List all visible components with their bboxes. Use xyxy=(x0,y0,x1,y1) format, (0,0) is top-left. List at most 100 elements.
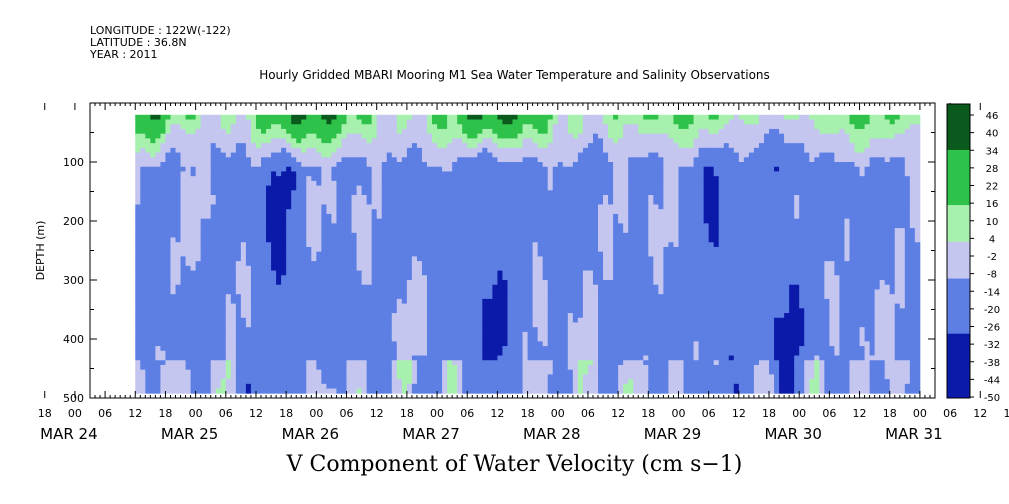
heatmap-cell xyxy=(321,166,327,172)
heatmap-cell xyxy=(351,360,357,366)
heatmap-cell xyxy=(371,185,378,191)
heatmap-cell xyxy=(220,124,227,130)
heatmap-cell xyxy=(502,350,508,356)
heatmap-cell xyxy=(346,190,352,196)
heatmap-cell xyxy=(517,360,523,366)
heatmap-cell xyxy=(346,374,352,380)
heatmap-cell xyxy=(547,242,554,248)
heatmap-cell xyxy=(321,138,327,144)
heatmap-cell xyxy=(432,228,438,234)
heatmap-cell xyxy=(366,232,373,238)
heatmap-cell xyxy=(522,275,528,281)
heatmap-cell xyxy=(276,256,282,262)
heatmap-cell xyxy=(527,242,534,248)
heatmap-cell xyxy=(311,133,317,139)
heatmap-cell xyxy=(351,379,357,385)
heatmap-cell xyxy=(165,195,171,201)
heatmap-cell xyxy=(235,242,242,248)
heatmap-cell xyxy=(301,223,307,229)
heatmap-cell xyxy=(195,176,202,182)
heatmap-cell xyxy=(447,364,453,371)
heatmap-cell xyxy=(542,388,549,394)
heatmap-cell xyxy=(281,195,287,201)
heatmap-cell xyxy=(426,213,433,220)
heatmap-cell xyxy=(366,213,373,220)
heatmap-cell xyxy=(547,265,554,271)
heatmap-cell xyxy=(537,303,544,309)
heatmap-cell xyxy=(245,119,252,125)
heatmap-cell xyxy=(261,270,267,276)
heatmap-cell xyxy=(261,209,267,215)
heatmap-cell xyxy=(371,261,378,267)
heatmap-cell xyxy=(145,369,151,375)
heatmap-cell xyxy=(396,114,403,120)
heatmap-cell xyxy=(447,152,453,158)
heatmap-cell xyxy=(527,346,534,352)
heatmap-cell xyxy=(276,171,282,177)
heatmap-cell xyxy=(250,355,257,361)
heatmap-cell xyxy=(557,280,564,286)
heatmap-cell xyxy=(140,237,146,243)
heatmap-cell xyxy=(542,341,549,347)
heatmap-cell xyxy=(230,261,237,267)
heatmap-cell xyxy=(512,171,518,177)
heatmap-cell xyxy=(472,128,478,135)
heatmap-cell xyxy=(230,195,237,201)
heatmap-cell xyxy=(421,162,428,168)
heatmap-cell xyxy=(432,232,438,238)
heatmap-cell xyxy=(160,119,166,125)
heatmap-cell xyxy=(366,195,373,201)
heatmap-cell xyxy=(296,166,302,172)
heatmap-cell xyxy=(135,265,141,271)
heatmap-cell xyxy=(391,360,398,366)
heatmap-cell xyxy=(542,114,549,120)
heatmap-cell xyxy=(271,232,277,238)
heatmap-cell xyxy=(426,308,433,314)
heatmap-cell xyxy=(426,303,433,309)
heatmap-cell xyxy=(507,374,513,380)
heatmap-cell xyxy=(396,379,403,385)
heatmap-cell xyxy=(331,294,337,300)
heatmap-cell xyxy=(331,199,337,205)
heatmap-cell xyxy=(517,298,523,304)
heatmap-cell xyxy=(386,294,393,300)
heatmap-cell xyxy=(316,327,322,333)
heatmap-cell xyxy=(245,152,252,158)
heatmap-cell xyxy=(542,331,549,338)
heatmap-cell xyxy=(331,209,337,215)
heatmap-cell xyxy=(336,157,342,163)
heatmap-cell xyxy=(396,322,403,328)
heatmap-cell xyxy=(557,251,564,257)
heatmap-cell xyxy=(416,336,423,342)
heatmap-cell xyxy=(457,218,463,224)
heatmap-cell xyxy=(492,289,498,295)
heatmap-cell xyxy=(180,251,186,257)
heatmap-cell xyxy=(532,284,539,290)
heatmap-cell xyxy=(462,204,468,210)
heatmap-cell xyxy=(336,261,342,267)
heatmap-cell xyxy=(401,185,408,191)
heatmap-cell xyxy=(366,119,373,125)
heatmap-cell xyxy=(135,223,141,229)
heatmap-cell xyxy=(160,152,166,158)
heatmap-cell xyxy=(447,374,453,380)
heatmap-cell xyxy=(386,152,393,158)
heatmap-cell xyxy=(462,275,468,281)
heatmap-cell xyxy=(381,237,388,243)
heatmap-cell xyxy=(487,232,493,238)
heatmap-cell xyxy=(255,275,262,281)
heatmap-cell xyxy=(195,119,202,125)
heatmap-cell xyxy=(346,232,352,238)
heatmap-cell xyxy=(210,303,217,309)
heatmap-cell xyxy=(396,199,403,205)
heatmap-cell xyxy=(381,364,388,371)
heatmap-cell xyxy=(255,185,262,191)
heatmap-cell xyxy=(311,228,317,234)
heatmap-cell xyxy=(437,289,443,295)
heatmap-cell xyxy=(366,218,373,224)
heatmap-cell xyxy=(311,218,317,224)
heatmap-cell xyxy=(432,369,438,375)
heatmap-cell xyxy=(281,383,287,389)
heatmap-cell xyxy=(432,284,438,290)
heatmap-cell xyxy=(180,242,186,248)
